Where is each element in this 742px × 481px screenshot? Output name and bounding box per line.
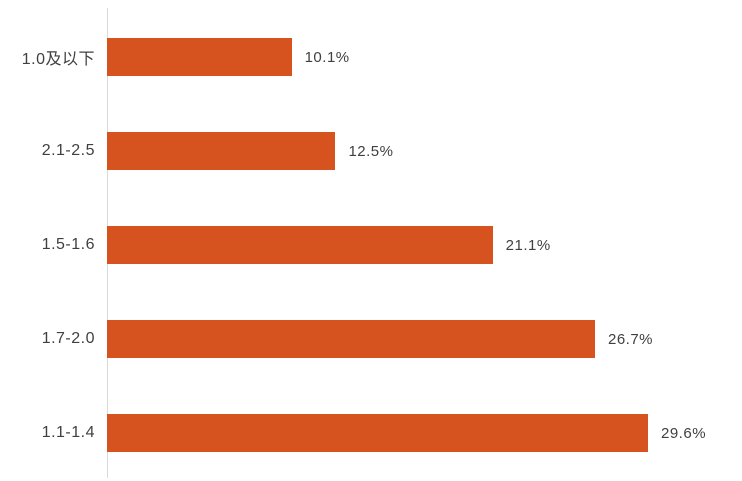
value-label: 26.7% xyxy=(607,330,654,348)
chart-row: 2.1-2.5 12.5% xyxy=(0,104,742,198)
category-label: 1.5-1.6 xyxy=(41,236,95,253)
chart-row: 1.5-1.6 21.1% xyxy=(0,198,742,292)
value-label: 10.1% xyxy=(304,48,350,66)
value-label: 29.6% xyxy=(661,424,707,442)
value-label: 21.1% xyxy=(505,236,551,254)
category-label: 2.1-2.5 xyxy=(41,142,95,159)
chart-row: 1.0及以下 10.1% xyxy=(0,10,742,104)
category-label: 1.0及以下 xyxy=(21,51,95,68)
bar xyxy=(107,226,493,264)
bar xyxy=(107,320,595,358)
bar xyxy=(107,414,648,452)
category-label: 1.1-1.4 xyxy=(41,424,95,441)
bar xyxy=(107,132,336,170)
category-label: 1.7-2.0 xyxy=(41,330,95,347)
value-label: 12.5% xyxy=(348,142,394,160)
chart-row: 1.7-2.0 26.7% xyxy=(0,292,742,386)
chart-row: 1.1-1.4 29.6% xyxy=(0,386,742,480)
bar xyxy=(107,38,292,76)
